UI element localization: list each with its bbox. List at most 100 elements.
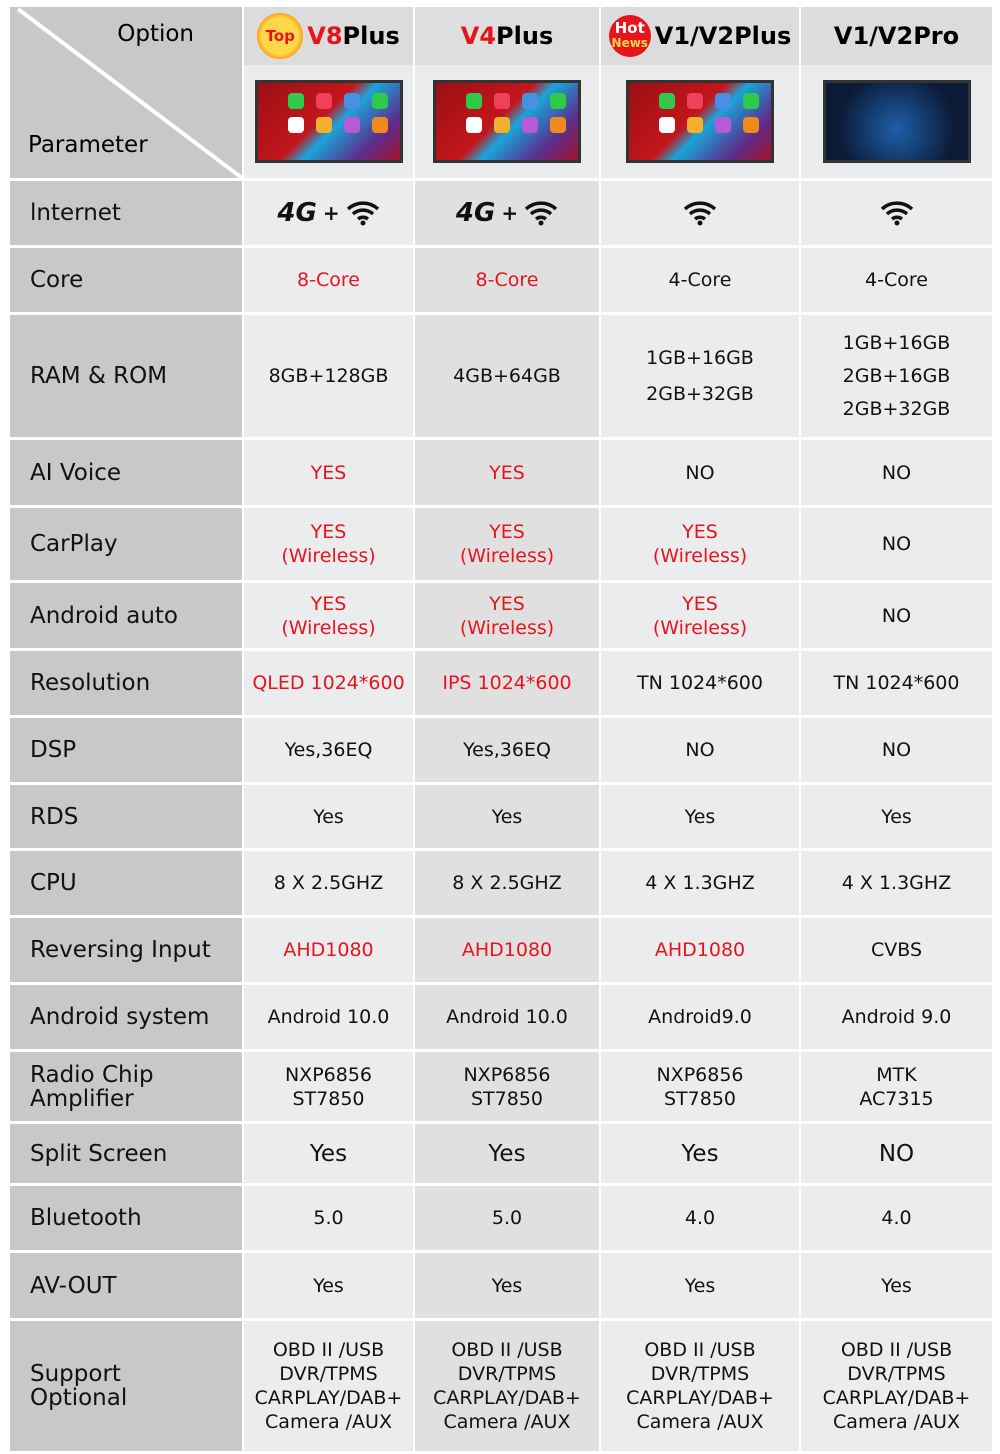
row-label: AI Voice [10, 440, 242, 505]
table-row: CarPlay YES (Wireless) YES (Wireless) YES (Wir… [10, 508, 992, 580]
value-cell: Yes,36EQ [244, 718, 413, 782]
value-cell: TN 1024*600 [601, 651, 799, 715]
row-label: lnternet [10, 181, 242, 245]
row-label: Reversing Input [10, 918, 242, 982]
value-cell: TN 1024*600 [801, 651, 992, 715]
table-row: Core 8-Core 8-Core 4-Core 4-Core [10, 248, 992, 312]
option-label: Option [117, 21, 194, 47]
head-unit-image [626, 80, 774, 163]
value-cell: OBD II /USB DVR/TPMS CARPLAY/DAB+ Camera /A… [415, 1321, 599, 1451]
value-cell: Yes [244, 1253, 413, 1318]
value-cell: NO [801, 718, 992, 782]
product-column-3: V1/V2 Pro [801, 7, 992, 178]
head-unit-image [822, 80, 971, 163]
value-cell: 8 X 2.5GHZ [244, 851, 413, 915]
row-label: Resolution [10, 651, 242, 715]
row-label: Radio Chip Amplifier [10, 1052, 242, 1121]
table-row: Resolution QLED 1024*600 IPS 1024*600 TN 10… [10, 651, 992, 715]
value-cell: YES (Wireless) [601, 508, 799, 580]
value-cell: 4 X 1.3GHZ [601, 851, 799, 915]
value-cell: YES (Wireless) [601, 583, 799, 648]
value-cell: AHD1080 [601, 918, 799, 982]
row-label: DSP [10, 718, 242, 782]
value-cell: Android 10.0 [415, 985, 599, 1049]
value-cell: YES (Wireless) [244, 508, 413, 580]
value-cell: Yes [601, 1124, 799, 1183]
value-cell: Yes [601, 785, 799, 848]
value-cell: NO [601, 718, 799, 782]
head-unit-image [433, 80, 581, 163]
value-cell: 5.0 [415, 1186, 599, 1250]
value-cell: OBD II /USB DVR/TPMS CARPLAY/DAB+ Camera /A… [244, 1321, 413, 1451]
value-cell: 8-Core [244, 248, 413, 312]
wifi-icon [683, 201, 717, 226]
value-cell: Yes [415, 785, 599, 848]
value-cell: YES (Wireless) [415, 508, 599, 580]
value-cell: Yes [601, 1253, 799, 1318]
product-title: Top V8 Plus [244, 7, 413, 65]
value-cell: IPS 1024*600 [415, 651, 599, 715]
4g-icon: 4G [455, 198, 496, 228]
row-label: Bluetooth [10, 1186, 242, 1250]
value-cell: Yes [801, 1253, 992, 1318]
table-row: lnternet 4G +4G + [10, 181, 992, 245]
top-badge: Top [257, 13, 304, 59]
value-cell: AHD1080 [415, 918, 599, 982]
table-row: Split Screen Yes Yes Yes NO [10, 1124, 992, 1183]
row-label: Support Optional [10, 1321, 242, 1451]
value-cell: Android9.0 [601, 985, 799, 1049]
value-cell: 4.0 [601, 1186, 799, 1250]
value-cell: 4-Core [801, 248, 992, 312]
product-title: V1/V2 Pro [801, 7, 992, 65]
value-cell: NO [601, 440, 799, 505]
value-cell: 4-Core [601, 248, 799, 312]
row-label: Core [10, 248, 242, 312]
value-cell: YES [415, 440, 599, 505]
value-cell: Yes [415, 1124, 599, 1183]
value-cell: NO [801, 1124, 992, 1183]
value-cell: 8-Core [415, 248, 599, 312]
row-label: AV-OUT [10, 1253, 242, 1318]
4g-icon: 4G [277, 198, 317, 228]
table-row: AI Voice YES YES NO NO [10, 440, 992, 505]
product-column-0: Top V8 Plus [244, 7, 413, 178]
product-title: V4 Plus [415, 7, 599, 65]
table-row: Support Optional OBD II /USB DVR/TPMS CARPLA… [10, 1321, 992, 1451]
value-cell: OBD II /USB DVR/TPMS CARPLAY/DAB+ Camera /A… [801, 1321, 992, 1451]
value-cell: 8 X 2.5GHZ [415, 851, 599, 915]
value-cell: 4GB+64GB [415, 315, 599, 437]
row-label: Split Screen [10, 1124, 242, 1183]
table-header: Option Parameter Top V8 Plus V4 Plus Hot News V1/… [10, 7, 992, 178]
value-cell: NO [801, 440, 992, 505]
value-cell: NXP6856 ST7850 [244, 1052, 413, 1121]
value-cell: NXP6856 ST7850 [415, 1052, 599, 1121]
value-cell: MTK AC7315 [801, 1052, 992, 1121]
value-cell: Yes [244, 785, 413, 848]
corner-cell: Option Parameter [10, 7, 242, 178]
table-row: Radio Chip Amplifier NXP6856 ST7850 NXP6856 S… [10, 1052, 992, 1121]
value-cell: YES (Wireless) [244, 583, 413, 648]
table-row: DSP Yes,36EQ Yes,36EQ NO NO [10, 718, 992, 782]
internet-cell: 4G + [244, 181, 413, 245]
hot-news-badge: Hot News [608, 15, 651, 57]
row-label: RDS [10, 785, 242, 848]
value-cell: Yes [415, 1253, 599, 1318]
value-cell: 4.0 [801, 1186, 992, 1250]
table-row: Android system Android 10.0 Android 10.0 An… [10, 985, 992, 1049]
value-cell: Yes [244, 1124, 413, 1183]
wifi-icon [346, 201, 379, 226]
table-row: CPU 8 X 2.5GHZ 8 X 2.5GHZ 4 X 1.3GHZ 4 X 1.3… [10, 851, 992, 915]
product-title: Hot News V1/V2 Plus [601, 7, 799, 65]
table-row: RAM & ROM 8GB+128GB 4GB+64GB 1GB+16GB 2GB+32… [10, 315, 992, 437]
row-label: Android system [10, 985, 242, 1049]
comparison-table: Option Parameter Top V8 Plus V4 Plus Hot News V1/… [10, 7, 992, 1454]
table-row: Reversing Input AHD1080 AHD1080 AHD1080 CVBS [10, 918, 992, 982]
internet-cell: 4G + [415, 181, 599, 245]
value-cell: Android 9.0 [801, 985, 992, 1049]
value-cell: 4 X 1.3GHZ [801, 851, 992, 915]
value-cell: Yes [801, 785, 992, 848]
row-label: CPU [10, 851, 242, 915]
table-row: RDS Yes Yes Yes Yes [10, 785, 992, 848]
value-cell: QLED 1024*600 [244, 651, 413, 715]
value-cell: AHD1080 [244, 918, 413, 982]
